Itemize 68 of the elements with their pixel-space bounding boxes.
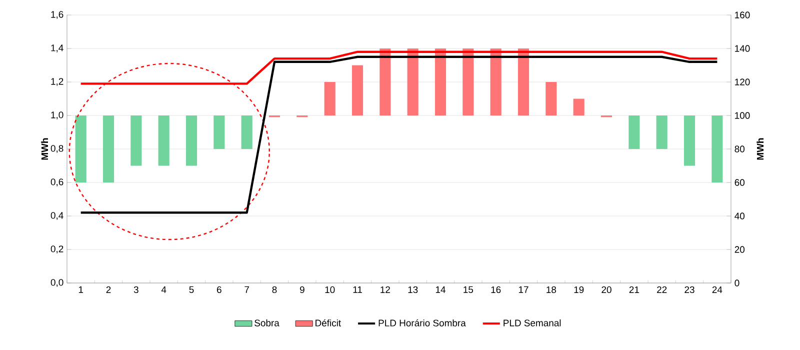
x-tick-label: 17 — [518, 286, 528, 293]
bar — [628, 115, 640, 149]
x-tick-label: 13 — [408, 286, 418, 294]
x-tick-label: 15 — [464, 286, 474, 293]
bar — [130, 115, 142, 166]
legend-label: PLD Horário Sombra — [378, 319, 466, 326]
y-tick-label: 1,4 — [51, 44, 64, 52]
x-tick-label: 2 — [106, 286, 111, 293]
x-tick-label: 3 — [134, 286, 138, 294]
bar — [407, 48, 418, 116]
bar — [462, 48, 474, 116]
bar — [214, 115, 225, 149]
y2-tick-label: 140 — [735, 45, 750, 52]
y2-tick-label: 120 — [735, 78, 750, 86]
y2-tick-label: 60 — [734, 179, 745, 186]
bar — [684, 115, 696, 166]
x-tick-label: 12 — [380, 286, 390, 293]
x-tick-label: 8 — [272, 286, 277, 294]
bar — [434, 48, 446, 116]
y2-tick-label: 80 — [734, 146, 745, 152]
y2-tick-label: 0 — [734, 280, 740, 286]
y2-tick-label: 40 — [734, 212, 745, 220]
x-tick-label: 22 — [657, 286, 667, 293]
y-axis-title: MWh — [41, 138, 48, 160]
y-tick-label: 0,6 — [50, 178, 64, 186]
legend-label: Sobra — [254, 319, 280, 326]
y-tick-label: 0,4 — [50, 212, 64, 220]
x-tick-label: 5 — [189, 286, 194, 293]
bar — [241, 115, 252, 149]
y2-tick-label: 20 — [734, 246, 745, 253]
bar — [324, 82, 336, 116]
bar — [158, 115, 170, 166]
x-tick-label: 16 — [491, 286, 501, 294]
x-tick-label: 11 — [353, 286, 362, 293]
x-tick-label: 14 — [436, 286, 446, 293]
y2-tick-label: 100 — [735, 112, 750, 119]
bar — [712, 115, 723, 182]
x-tick-label: 7 — [244, 286, 249, 293]
legend-label: PLD Semanal — [504, 319, 561, 326]
y-tick-label: 1,6 — [51, 11, 64, 19]
bar — [656, 115, 668, 149]
x-tick-label: 21 — [629, 286, 639, 293]
bar — [102, 115, 114, 182]
x-tick-label: 4 — [161, 286, 166, 293]
bar — [490, 48, 502, 116]
x-tick-label: 10 — [325, 286, 335, 294]
bar — [573, 98, 584, 116]
x-tick-label: 23 — [684, 286, 694, 294]
y-tick-label: 1,0 — [51, 112, 64, 120]
y-tick-label: 0,8 — [50, 145, 64, 153]
x-tick-label: 9 — [300, 286, 304, 294]
y-tick-label: 0,0 — [50, 279, 64, 287]
x-tick-label: 6 — [217, 286, 222, 294]
y-tick-label: 0,2 — [50, 246, 64, 254]
x-tick-label: 24 — [712, 286, 722, 293]
legend-label: Déficit — [316, 319, 341, 326]
x-tick-label: 18 — [546, 286, 556, 294]
y2-tick-label: 160 — [735, 12, 750, 18]
bar — [352, 65, 364, 116]
bar — [546, 82, 557, 116]
y-tick-label: 1,2 — [51, 78, 64, 86]
bar — [186, 115, 198, 166]
bar — [380, 48, 391, 116]
x-tick-label: 1 — [78, 286, 83, 293]
x-tick-label: 20 — [602, 286, 612, 294]
bar — [75, 115, 86, 182]
y2-axis-title: MWh — [756, 138, 764, 160]
x-tick-label: 19 — [574, 286, 584, 294]
